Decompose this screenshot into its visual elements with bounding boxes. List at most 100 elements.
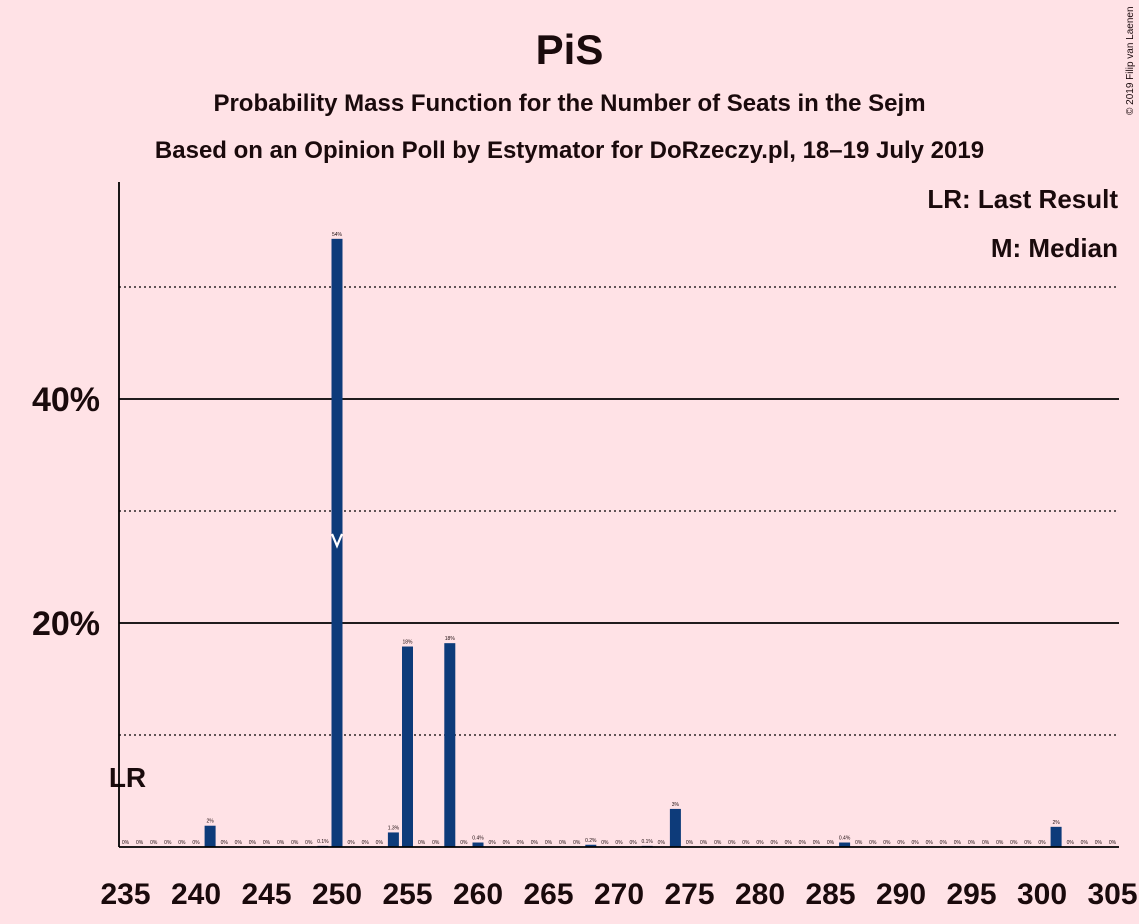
chart-subtitle-poll: Based on an Opinion Poll by Estymator fo… [154, 137, 985, 164]
x-tick-label-250: 250 [312, 878, 362, 911]
legend-median: M: Median [990, 233, 1118, 263]
value-label-259: 0% [460, 840, 468, 846]
bar-301 [1050, 826, 1062, 847]
value-label-293: 0% [940, 840, 948, 846]
x-tick-label-255: 255 [382, 878, 432, 911]
value-label-266: 0% [559, 840, 567, 846]
value-label-275: 0% [686, 840, 694, 846]
value-label-291: 0% [911, 840, 919, 846]
value-label-285: 0% [827, 840, 835, 846]
value-label-239: 0% [178, 840, 186, 846]
x-tick-label-235: 235 [100, 878, 150, 911]
x-tick-label-260: 260 [453, 878, 503, 911]
bar-260 [472, 842, 484, 847]
x-tick-label-245: 245 [241, 878, 291, 911]
value-label-237: 0% [150, 840, 158, 846]
gridlines [119, 286, 1119, 736]
bar-241 [204, 825, 216, 847]
value-label-235: 0% [122, 840, 130, 846]
value-label-258: 18% [445, 636, 456, 642]
bars [204, 238, 1062, 848]
value-label-282: 0% [785, 840, 793, 846]
x-tick-label-280: 280 [735, 878, 785, 911]
value-label-298: 0% [1010, 840, 1018, 846]
value-label-290: 0% [897, 840, 905, 846]
legend-last-result: LR: Last Result [927, 184, 1118, 214]
axes: 20% 40% 235 240 245 250 255 260 265 270 275 280 285 2… [32, 182, 1138, 911]
value-label-269: 0% [601, 840, 609, 846]
bar-258 [444, 643, 456, 847]
value-label-263: 0% [517, 840, 525, 846]
value-label-297: 0% [996, 840, 1004, 846]
value-label-295: 0% [968, 840, 976, 846]
value-label-256: 0% [418, 840, 426, 846]
value-label-242: 0% [221, 840, 229, 846]
value-label-279: 0% [742, 840, 750, 846]
x-tick-label-285: 285 [805, 878, 855, 911]
value-label-272: 0.1% [641, 839, 653, 845]
value-label-245: 0% [263, 840, 271, 846]
value-label-278: 0% [728, 840, 736, 846]
value-label-292: 0% [926, 840, 934, 846]
value-label-281: 0% [770, 840, 778, 846]
value-label-301: 2% [1052, 820, 1060, 826]
value-label-267: 0% [573, 840, 581, 846]
value-label-288: 0% [869, 840, 877, 846]
value-label-244: 0% [249, 840, 257, 846]
value-label-249: 0.1% [317, 839, 329, 845]
value-label-250: 54% [332, 232, 343, 238]
x-tick-label-270: 270 [594, 878, 644, 911]
value-label-257: 0% [432, 840, 440, 846]
value-label-253: 0% [376, 840, 384, 846]
value-label-238: 0% [164, 840, 172, 846]
bar-250 [331, 238, 343, 848]
value-label-241: 2% [206, 819, 214, 825]
value-label-248: 0% [305, 840, 313, 846]
y-tick-label-20: 20% [32, 605, 100, 643]
value-label-243: 0% [235, 840, 243, 846]
value-label-240: 0% [192, 840, 200, 846]
value-label-305: 0% [1109, 840, 1117, 846]
x-tick-label-290: 290 [876, 878, 926, 911]
chart-subtitle: Probability Mass Function for the Number… [213, 90, 926, 117]
bar-286 [839, 842, 851, 847]
value-label-236: 0% [136, 840, 144, 846]
value-label-300: 0% [1038, 840, 1046, 846]
value-label-251: 0% [347, 840, 355, 846]
x-tick-label-240: 240 [171, 878, 221, 911]
value-label-283: 0% [799, 840, 807, 846]
value-label-284: 0% [813, 840, 821, 846]
value-label-302: 0% [1067, 840, 1075, 846]
last-result-marker: LR [109, 762, 146, 793]
bar-268 [585, 844, 597, 847]
x-tick-label-300: 300 [1017, 878, 1067, 911]
x-tick-label-265: 265 [523, 878, 573, 911]
value-label-252: 0% [362, 840, 370, 846]
median-marker [330, 533, 344, 549]
value-label-277: 0% [714, 840, 722, 846]
value-label-254: 1.3% [388, 825, 400, 831]
value-label-274: 3% [672, 802, 680, 808]
value-label-286: 0.4% [839, 836, 851, 842]
value-label-270: 0% [615, 840, 623, 846]
value-label-265: 0% [545, 840, 553, 846]
value-label-276: 0% [700, 840, 708, 846]
value-label-304: 0% [1095, 840, 1103, 846]
x-tick-label-275: 275 [664, 878, 714, 911]
chart-title: PiS [535, 26, 604, 73]
value-label-271: 0% [629, 840, 637, 846]
value-label-289: 0% [883, 840, 891, 846]
bar-255 [402, 646, 413, 847]
value-label-268: 0.2% [585, 838, 597, 844]
value-label-261: 0% [488, 840, 496, 846]
value-label-262: 0% [503, 840, 511, 846]
value-label-264: 0% [531, 840, 539, 846]
bar-274 [669, 808, 681, 847]
value-label-296: 0% [982, 840, 990, 846]
y-tick-label-40: 40% [32, 381, 100, 419]
value-label-287: 0% [855, 840, 863, 846]
value-label-280: 0% [756, 840, 764, 846]
value-label-247: 0% [291, 840, 299, 846]
